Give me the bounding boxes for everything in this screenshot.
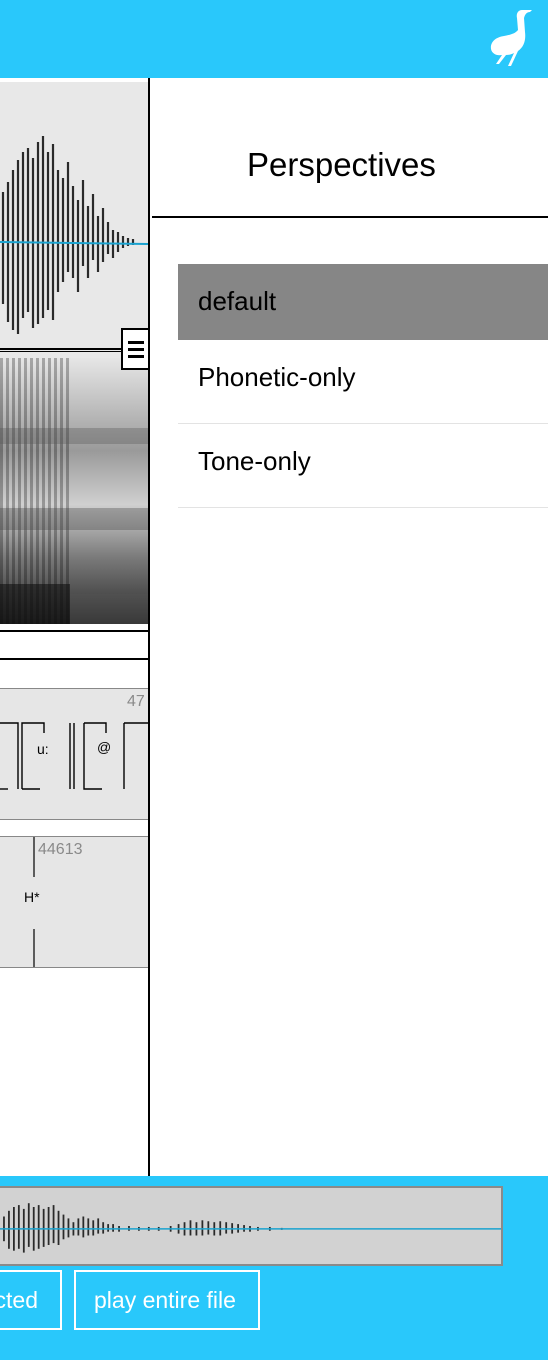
perspectives-list: default Phonetic-only Tone-only — [178, 264, 548, 508]
segment-label[interactable]: @ — [97, 739, 112, 755]
tone-tier[interactable]: 44613 H* — [0, 836, 148, 968]
perspective-item-tone-only[interactable]: Tone-only — [178, 424, 548, 508]
spectrogram[interactable] — [0, 358, 148, 624]
boundary-sample-number: 47 — [127, 693, 145, 710]
play-entire-file-label: play entire file — [94, 1287, 236, 1313]
perspective-item-phonetic-only[interactable]: Phonetic-only — [178, 340, 548, 424]
event-label[interactable]: H* — [24, 889, 40, 905]
ssff-track-row — [0, 630, 148, 660]
phonetic-tier[interactable]: u: @ 47 — [0, 688, 148, 820]
resize-handle[interactable] — [121, 328, 148, 370]
segment-label[interactable]: u: — [37, 741, 49, 757]
perspectives-header: Perspectives — [152, 78, 548, 218]
emu-bird-icon[interactable] — [482, 4, 540, 68]
perspective-label: Phonetic-only — [198, 362, 356, 392]
bottom-bar: play selected play entire file — [0, 1176, 548, 1360]
play-selected-label: play selected — [0, 1287, 38, 1313]
perspectives-panel: Perspectives default Phonetic-only Tone-… — [152, 78, 548, 1176]
play-selected-button[interactable]: play selected — [0, 1270, 62, 1330]
top-bar — [0, 0, 548, 78]
perspective-label: default — [198, 286, 277, 316]
perspective-label: Tone-only — [198, 446, 311, 476]
perspective-item-default[interactable]: default — [178, 264, 548, 340]
oscillogram[interactable] — [0, 82, 148, 428]
track-divider — [0, 348, 148, 352]
play-entire-file-button[interactable]: play entire file — [74, 1270, 260, 1330]
perspectives-title: Perspectives — [247, 146, 436, 183]
signal-canvas-pane[interactable]: u: @ 47 44613 H* — [0, 78, 150, 1176]
event-sample-number: 44613 — [38, 841, 83, 858]
overview-oscillogram[interactable] — [0, 1186, 503, 1266]
